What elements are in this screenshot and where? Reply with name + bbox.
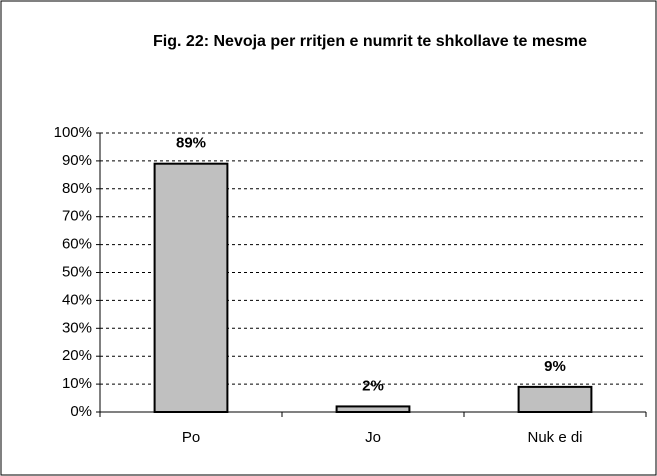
y-tick-label: 30% [62,319,92,336]
y-tick-label: 80% [62,180,92,197]
y-tick-label: 20% [62,347,92,364]
y-tick-label: 90% [62,152,92,169]
y-tick-label: 40% [62,291,92,308]
x-tick-label: Jo [365,429,381,446]
bar [517,385,593,414]
data-label: 2% [362,377,384,394]
data-label: 89% [176,135,206,152]
y-tick-label: 70% [62,208,92,225]
y-tick-label: 0% [70,403,92,420]
y-tick-label: 100% [54,124,92,141]
chart-title: Fig. 22: Nevoja per rritjen e numrit te … [153,33,587,50]
y-tick-label: 10% [62,375,92,392]
bar [335,405,411,414]
data-label: 9% [544,358,566,375]
y-tick-label: 60% [62,236,92,253]
x-tick-label: Nuk e di [527,429,582,446]
y-tick-label: 50% [62,263,92,280]
bar [153,162,229,413]
x-tick-label: Po [182,429,200,446]
